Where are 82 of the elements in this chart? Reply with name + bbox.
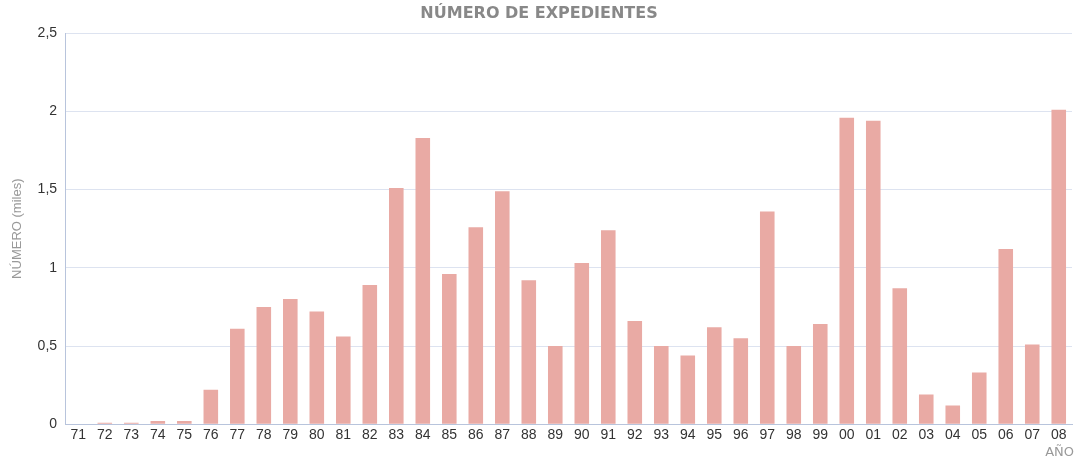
x-tick-label: 80 bbox=[309, 426, 325, 443]
bar bbox=[336, 336, 351, 424]
x-tick-label: 82 bbox=[362, 426, 378, 443]
x-tick-label: 74 bbox=[150, 426, 166, 443]
x-tick-label: 87 bbox=[494, 426, 511, 443]
bar bbox=[892, 288, 908, 424]
bar bbox=[495, 191, 510, 424]
x-tick-label: 98 bbox=[785, 426, 802, 443]
bar bbox=[945, 405, 961, 424]
x-tick-label: 92 bbox=[626, 426, 643, 443]
y-axis-title: NÚMERO (miles) bbox=[9, 178, 25, 279]
x-tick-label: 04 bbox=[944, 426, 961, 443]
x-tick-label: 78 bbox=[256, 426, 272, 443]
bar bbox=[389, 188, 404, 424]
x-tick-label: 79 bbox=[282, 426, 299, 443]
x-tick-label: 07 bbox=[1024, 426, 1041, 443]
bar bbox=[1024, 344, 1040, 424]
x-tick-label: 93 bbox=[653, 426, 670, 443]
bar bbox=[468, 227, 484, 424]
y-tick-label: 2,5 bbox=[37, 24, 58, 41]
x-tick-label: 81 bbox=[335, 426, 352, 443]
bar bbox=[600, 230, 616, 424]
x-tick-label: 95 bbox=[706, 426, 723, 443]
bar bbox=[653, 346, 669, 424]
x-tick-label: 91 bbox=[600, 426, 617, 443]
bar bbox=[733, 338, 749, 424]
x-tick-label: 01 bbox=[865, 426, 882, 443]
x-tick-label: 05 bbox=[971, 426, 988, 443]
x-tick-label: 06 bbox=[997, 426, 1014, 443]
chart-title: NÚMERO DE EXPEDIENTES bbox=[420, 2, 658, 22]
x-tick-label: 96 bbox=[732, 426, 749, 443]
bar bbox=[918, 394, 934, 424]
x-tick-label: 08 bbox=[1050, 426, 1067, 443]
bar bbox=[706, 327, 722, 424]
bar bbox=[548, 346, 563, 424]
x-tick-label: 89 bbox=[547, 426, 564, 443]
bar bbox=[839, 117, 855, 424]
bar bbox=[203, 389, 219, 424]
bar bbox=[574, 263, 590, 424]
bar bbox=[786, 346, 802, 424]
x-tick-label: 73 bbox=[123, 426, 140, 443]
bar bbox=[680, 355, 696, 424]
bar bbox=[177, 421, 192, 424]
x-tick-label: 86 bbox=[468, 426, 484, 443]
y-tick-label: 1,5 bbox=[37, 180, 58, 197]
bar bbox=[230, 328, 245, 424]
x-tick-label: 77 bbox=[229, 426, 246, 443]
x-tick-label: 72 bbox=[97, 426, 113, 443]
x-tick-label: 03 bbox=[918, 426, 935, 443]
x-tick-label: 97 bbox=[759, 426, 776, 443]
y-tick-label: 0,5 bbox=[37, 336, 58, 353]
x-tick-label: 88 bbox=[520, 426, 537, 443]
bar bbox=[283, 299, 298, 424]
bar bbox=[759, 211, 775, 424]
bar bbox=[415, 137, 431, 424]
bar bbox=[998, 249, 1014, 424]
x-tick-label: 02 bbox=[891, 426, 908, 443]
y-tick-label: 1 bbox=[49, 258, 58, 275]
x-tick-label: 75 bbox=[176, 426, 193, 443]
y-tick-label: 0 bbox=[49, 415, 58, 432]
bar bbox=[442, 274, 457, 424]
bar bbox=[627, 320, 643, 424]
x-tick-label: 99 bbox=[812, 426, 829, 443]
x-tick-label: 90 bbox=[573, 426, 590, 443]
x-tick-label: 94 bbox=[679, 426, 696, 443]
bar bbox=[865, 120, 881, 424]
bar bbox=[150, 421, 166, 424]
bar bbox=[362, 285, 378, 424]
x-tick-label: 76 bbox=[203, 426, 219, 443]
x-tick-label: 71 bbox=[70, 426, 87, 443]
x-tick-label: 00 bbox=[838, 426, 855, 443]
x-tick-label: 83 bbox=[388, 426, 405, 443]
x-axis-title: AÑO bbox=[1045, 443, 1074, 459]
y-tick-label: 2 bbox=[49, 102, 58, 119]
x-tick-label: 84 bbox=[415, 426, 431, 443]
bar bbox=[256, 306, 272, 424]
bar bbox=[971, 372, 987, 424]
bar bbox=[1051, 109, 1067, 424]
bar bbox=[812, 324, 828, 424]
x-tick-label: 85 bbox=[441, 426, 458, 443]
bar bbox=[309, 311, 325, 424]
bar bbox=[521, 280, 537, 424]
